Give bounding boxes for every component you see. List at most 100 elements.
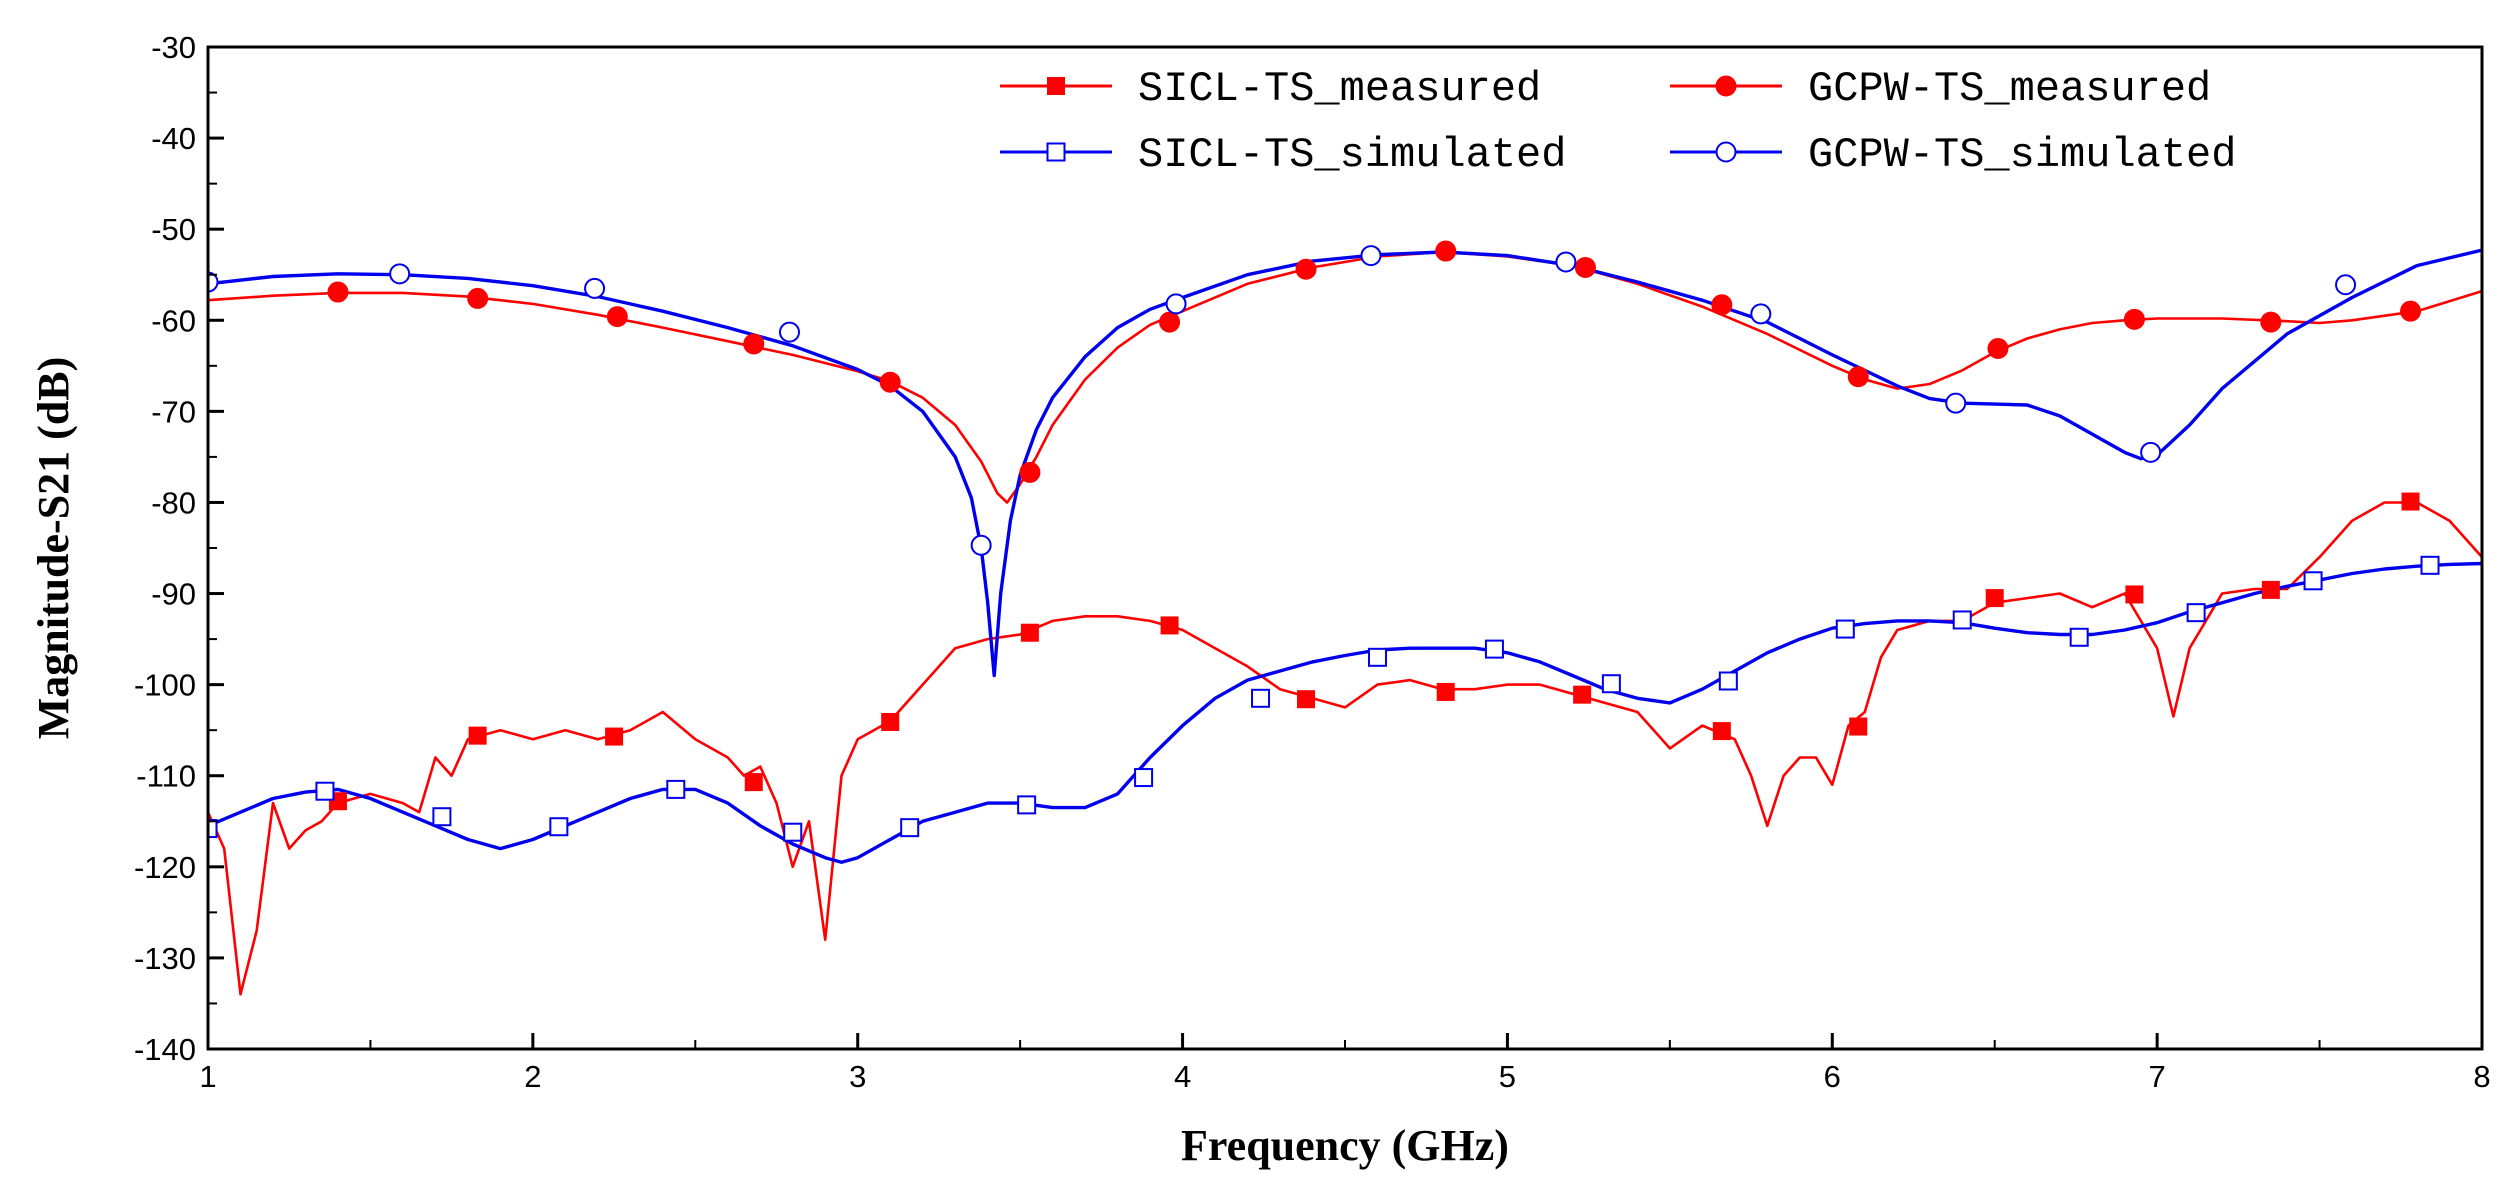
data-point-sicl-ts-measured xyxy=(2401,492,2420,511)
data-point-gcpw-ts-measured xyxy=(606,306,628,328)
data-point-sicl-ts-simulated xyxy=(1952,610,1972,630)
y-tick-label: -50 xyxy=(151,212,196,247)
data-point-gcpw-ts-simulated xyxy=(389,263,411,285)
data-point-sicl-ts-simulated xyxy=(1367,647,1387,667)
data-point-gcpw-ts-measured xyxy=(1019,461,1041,483)
data-point-gcpw-ts-simulated xyxy=(1165,293,1187,315)
data-point-sicl-ts-measured xyxy=(744,773,763,792)
data-point-sicl-ts-simulated xyxy=(2069,627,2089,647)
legend-marker xyxy=(1715,75,1737,97)
data-point-gcpw-ts-simulated xyxy=(2335,274,2357,296)
data-point-sicl-ts-simulated xyxy=(666,779,686,799)
data-point-sicl-ts-simulated xyxy=(1134,768,1154,788)
legend-label: SICL-TS_simulated xyxy=(1138,131,1566,179)
y-axis-title: Magnitude-S21 (dB) xyxy=(29,357,78,740)
data-point-sicl-ts-simulated xyxy=(432,807,452,827)
data-point-gcpw-ts-simulated xyxy=(1555,251,1577,273)
data-point-sicl-ts-simulated xyxy=(208,819,218,839)
legend-marker xyxy=(1046,142,1066,162)
data-point-sicl-ts-simulated xyxy=(549,817,569,837)
data-point-gcpw-ts-measured xyxy=(2400,300,2422,322)
data-point-gcpw-ts-simulated xyxy=(778,321,800,343)
x-tick-label: 1 xyxy=(199,1059,216,1094)
y-tick-label: -130 xyxy=(134,941,196,976)
x-tick-label: 2 xyxy=(524,1059,541,1094)
data-point-sicl-ts-measured xyxy=(2125,585,2144,604)
x-tick-label: 6 xyxy=(1824,1059,1841,1094)
data-point-gcpw-ts-simulated xyxy=(1360,245,1382,267)
data-point-sicl-ts-measured xyxy=(1985,589,2004,608)
data-point-sicl-ts-simulated xyxy=(2303,571,2323,591)
legend-marker xyxy=(1047,77,1065,95)
x-tick-label: 4 xyxy=(1174,1059,1191,1094)
data-point-sicl-ts-measured xyxy=(605,727,624,746)
y-tick-label: -80 xyxy=(151,485,196,520)
x-tick-label: 7 xyxy=(2149,1059,2166,1094)
x-tick-label: 3 xyxy=(849,1059,866,1094)
data-point-gcpw-ts-measured xyxy=(1987,338,2009,360)
data-point-sicl-ts-simulated xyxy=(2186,603,2206,623)
data-point-gcpw-ts-measured xyxy=(743,333,765,355)
y-tick-label: -110 xyxy=(136,759,196,794)
y-tick-label: -100 xyxy=(134,668,196,703)
series-line-sicl-ts-simulated xyxy=(208,561,2482,864)
x-axis-title: Frequency (GHz) xyxy=(1181,1121,1509,1170)
data-point-gcpw-ts-measured xyxy=(879,371,901,393)
data-point-sicl-ts-measured xyxy=(1712,722,1731,741)
data-point-sicl-ts-measured xyxy=(1160,616,1179,635)
plot-markers xyxy=(208,240,2440,842)
legend-label: GCPW-TS_simulated xyxy=(1808,131,2236,179)
legend: SICL-TS_measured GCPW-TS_measured SICL-TS_… xyxy=(1000,65,2236,179)
data-point-gcpw-ts-measured xyxy=(1295,258,1317,280)
data-point-sicl-ts-simulated xyxy=(2420,555,2440,575)
data-point-sicl-ts-simulated xyxy=(1718,671,1738,691)
data-point-sicl-ts-measured xyxy=(1297,690,1316,709)
legend-label: GCPW-TS_measured xyxy=(1808,65,2211,113)
data-point-sicl-ts-simulated xyxy=(783,822,803,842)
data-point-sicl-ts-simulated xyxy=(1017,795,1037,815)
x-tick-label: 5 xyxy=(1499,1059,1516,1094)
data-point-gcpw-ts-measured xyxy=(1847,366,1869,388)
data-point-gcpw-ts-measured xyxy=(1574,256,1596,278)
y-tick-label: -60 xyxy=(151,303,196,338)
data-point-sicl-ts-simulated xyxy=(315,781,335,801)
data-point-sicl-ts-measured xyxy=(1020,623,1039,642)
data-point-sicl-ts-measured xyxy=(2261,580,2280,599)
data-point-sicl-ts-simulated xyxy=(1251,688,1271,708)
y-tick-label: -30 xyxy=(151,30,196,65)
data-point-sicl-ts-measured xyxy=(881,712,900,731)
legend-label: SICL-TS_measured xyxy=(1138,65,1541,113)
data-point-sicl-ts-simulated xyxy=(900,818,920,838)
data-point-sicl-ts-measured xyxy=(1436,682,1455,701)
data-point-gcpw-ts-measured xyxy=(1711,294,1733,316)
series-line-gcpw-ts-measured xyxy=(208,250,2482,504)
data-point-gcpw-ts-measured xyxy=(327,281,349,303)
data-point-gcpw-ts-measured xyxy=(2123,308,2145,330)
data-point-gcpw-ts-measured xyxy=(1435,240,1457,262)
data-point-sicl-ts-simulated xyxy=(1601,674,1621,694)
y-tick-label: -90 xyxy=(151,577,196,612)
data-point-sicl-ts-simulated xyxy=(1835,619,1855,639)
data-point-sicl-ts-measured xyxy=(1573,685,1592,704)
axes-ticks: 1 2 3 4 5 6 7 8 -140 -130 -120 -110 -100 -90 -80 -70 -60… xyxy=(134,30,2491,1094)
y-tick-label: -70 xyxy=(151,394,196,429)
data-point-gcpw-ts-measured xyxy=(2260,311,2282,333)
data-point-gcpw-ts-simulated xyxy=(970,534,992,556)
data-point-gcpw-ts-simulated xyxy=(584,277,606,299)
data-point-gcpw-ts-simulated xyxy=(1945,392,1967,414)
data-point-gcpw-ts-simulated xyxy=(1750,303,1772,325)
data-point-gcpw-ts-measured xyxy=(1159,311,1181,333)
x-tick-label: 8 xyxy=(2473,1059,2490,1094)
y-tick-label: -40 xyxy=(151,121,196,156)
y-tick-label: -140 xyxy=(134,1032,196,1067)
data-point-gcpw-ts-measured xyxy=(467,287,489,309)
data-point-sicl-ts-measured xyxy=(468,726,487,745)
data-point-gcpw-ts-simulated xyxy=(2140,441,2162,463)
data-point-gcpw-ts-simulated xyxy=(208,271,219,293)
data-point-sicl-ts-measured xyxy=(1849,717,1868,736)
y-tick-label: -120 xyxy=(134,850,196,885)
legend-marker xyxy=(1715,141,1737,163)
data-point-sicl-ts-simulated xyxy=(1484,639,1504,659)
